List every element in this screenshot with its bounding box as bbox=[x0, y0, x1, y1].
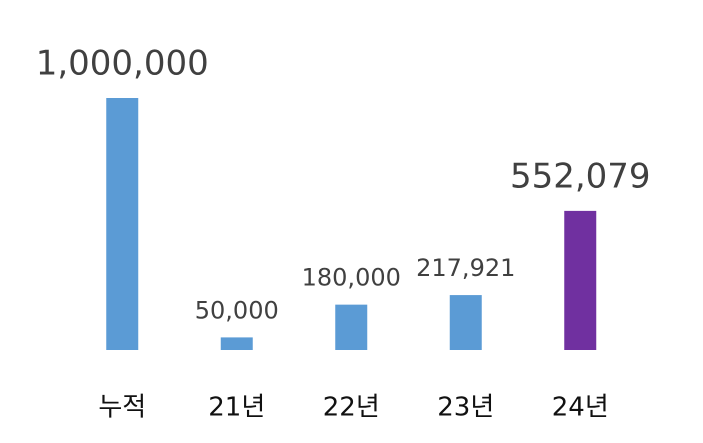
x-tick-label: 누적 bbox=[98, 393, 146, 423]
bar bbox=[564, 210, 597, 350]
bar bbox=[220, 337, 253, 350]
x-tick-label: 24년 bbox=[552, 393, 609, 423]
x-tick-label: 21년 bbox=[208, 393, 265, 423]
x-tick-label: 23년 bbox=[437, 393, 494, 423]
value-label: 552,079 bbox=[510, 156, 651, 196]
bar bbox=[106, 98, 139, 350]
value-label: 217,921 bbox=[416, 254, 515, 282]
value-label: 50,000 bbox=[195, 296, 279, 324]
bar bbox=[335, 304, 368, 350]
bar bbox=[449, 295, 482, 350]
value-label: 180,000 bbox=[302, 264, 401, 292]
value-label: 1,000,000 bbox=[36, 44, 209, 84]
x-tick-label: 22년 bbox=[323, 393, 380, 423]
